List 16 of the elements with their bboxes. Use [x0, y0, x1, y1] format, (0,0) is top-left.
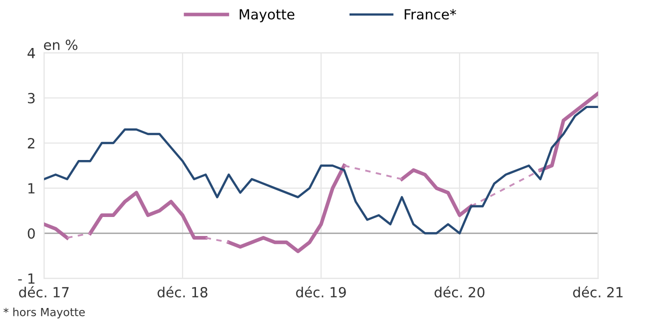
y-tick-label: - 1 — [18, 274, 34, 284]
y-tick-label: 0 — [28, 228, 35, 239]
legend-label: France* — [404, 9, 456, 20]
x-tick-label: déc. 20 — [434, 286, 484, 298]
x-tick-label: déc. 19 — [296, 286, 346, 298]
y-tick-label: 4 — [28, 48, 35, 58]
x-tick-label: déc. 18 — [158, 286, 208, 298]
line-series — [44, 106, 598, 234]
text: * hors Mayotte — [4, 308, 85, 318]
legend-label: Mayotte — [240, 9, 294, 22]
x-tick-label: déc. 21 — [573, 286, 623, 298]
x-tick-label: déc. 17 — [19, 286, 69, 298]
y-tick-label: 1 — [28, 183, 34, 194]
y-tick-label: 2 — [28, 138, 34, 148]
y-tick-label: 3 — [28, 92, 35, 104]
y-axis-title: en % — [44, 40, 78, 50]
